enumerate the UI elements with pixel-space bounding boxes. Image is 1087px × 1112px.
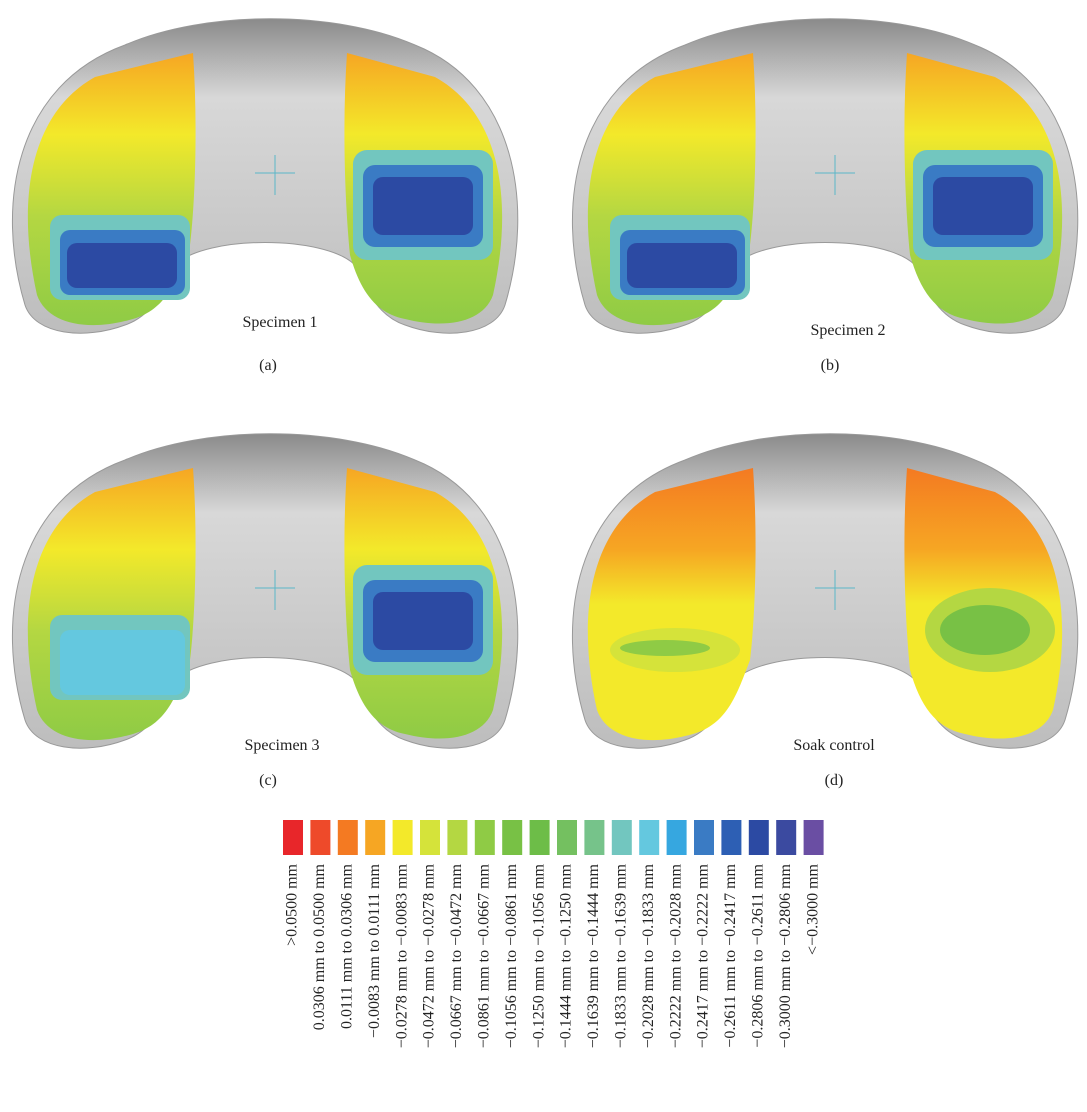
legend-swatch bbox=[803, 820, 824, 855]
legend-label: −0.2028 mm to −0.1833 mm bbox=[640, 863, 657, 1048]
implant-map bbox=[571, 433, 1079, 749]
crosshair bbox=[255, 570, 295, 610]
legend-label: −0.1250 mm to −0.1056 mm bbox=[530, 863, 547, 1048]
legend-label: <−0.3000 mm bbox=[804, 863, 821, 954]
legend-label: −0.2417 mm to −0.2222 mm bbox=[695, 863, 712, 1048]
legend-swatch bbox=[283, 820, 303, 855]
legend-label: −0.1056 mm to −0.0861 mm bbox=[503, 863, 520, 1048]
legend-label: −0.0278 mm to −0.0083 mm bbox=[393, 863, 410, 1048]
panel-label: (b) bbox=[821, 357, 840, 374]
legend-swatch bbox=[611, 820, 632, 855]
legend-label: −0.0083 mm to 0.0111 mm bbox=[366, 863, 383, 1038]
legend-swatch bbox=[666, 820, 687, 855]
legend-label: −0.2222 mm to −0.2028 mm bbox=[667, 863, 684, 1048]
legend-swatch bbox=[557, 820, 577, 855]
wear-zone bbox=[940, 605, 1030, 655]
legend-label: −0.1639 mm to −0.1444 mm bbox=[585, 863, 602, 1048]
legend-swatch bbox=[392, 820, 413, 855]
legend-swatch bbox=[447, 820, 468, 855]
crosshair bbox=[815, 155, 855, 195]
crosshair bbox=[255, 155, 295, 195]
implant-map bbox=[11, 18, 519, 334]
legend-swatch bbox=[584, 820, 605, 855]
condyle bbox=[587, 468, 756, 741]
legend-label: −0.0861 mm to −0.0667 mm bbox=[475, 863, 492, 1048]
wear-zone bbox=[933, 177, 1033, 235]
legend-swatch bbox=[721, 820, 742, 855]
legend-label: −0.1444 mm to −0.1250 mm bbox=[558, 863, 575, 1048]
legend-swatch bbox=[694, 820, 714, 855]
panel-caption: Specimen 1 bbox=[242, 314, 317, 331]
panel-caption: Specimen 2 bbox=[810, 322, 885, 339]
wear-zone bbox=[373, 592, 473, 650]
legend-swatch bbox=[502, 820, 523, 855]
wear-zone bbox=[67, 243, 177, 288]
legend-label: −0.0667 mm to −0.0472 mm bbox=[448, 863, 465, 1048]
legend-swatch bbox=[420, 820, 440, 855]
legend-swatch bbox=[474, 820, 495, 855]
crosshair bbox=[815, 570, 855, 610]
implant-map bbox=[571, 18, 1079, 334]
legend-swatch bbox=[529, 820, 550, 855]
wear-zone bbox=[620, 640, 710, 656]
wear-zone bbox=[373, 177, 473, 235]
legend-swatch bbox=[776, 820, 797, 855]
legend-swatch bbox=[365, 820, 386, 855]
panel-label: (c) bbox=[259, 772, 277, 789]
panel-label: (a) bbox=[259, 357, 277, 374]
legend-label: −0.3000 mm to −0.2806 mm bbox=[777, 863, 794, 1048]
panel-caption: Soak control bbox=[793, 737, 875, 754]
legend-label: 0.0111 mm to 0.0306 mm bbox=[338, 863, 355, 1029]
legend-swatch bbox=[748, 820, 769, 855]
wear-zone bbox=[627, 243, 737, 288]
legend-label: −0.2611 mm to −0.2417 mm bbox=[722, 863, 739, 1047]
legend-swatch bbox=[639, 820, 660, 855]
implant-map bbox=[11, 433, 519, 749]
wear-zone bbox=[60, 630, 185, 695]
legend-label: −0.0472 mm to −0.0278 mm bbox=[421, 863, 438, 1048]
legend-label: −0.2806 mm to −0.2611 mm bbox=[749, 863, 766, 1047]
legend-label: −0.1833 mm to −0.1639 mm bbox=[612, 863, 629, 1048]
legend-label: 0.0306 mm to 0.0500 mm bbox=[311, 863, 328, 1030]
legend-label: >0.0500 mm bbox=[284, 863, 301, 945]
panel-caption: Specimen 3 bbox=[244, 737, 319, 754]
panel-label: (d) bbox=[825, 772, 844, 789]
legend-swatch bbox=[310, 820, 331, 855]
legend-swatch bbox=[337, 820, 358, 855]
